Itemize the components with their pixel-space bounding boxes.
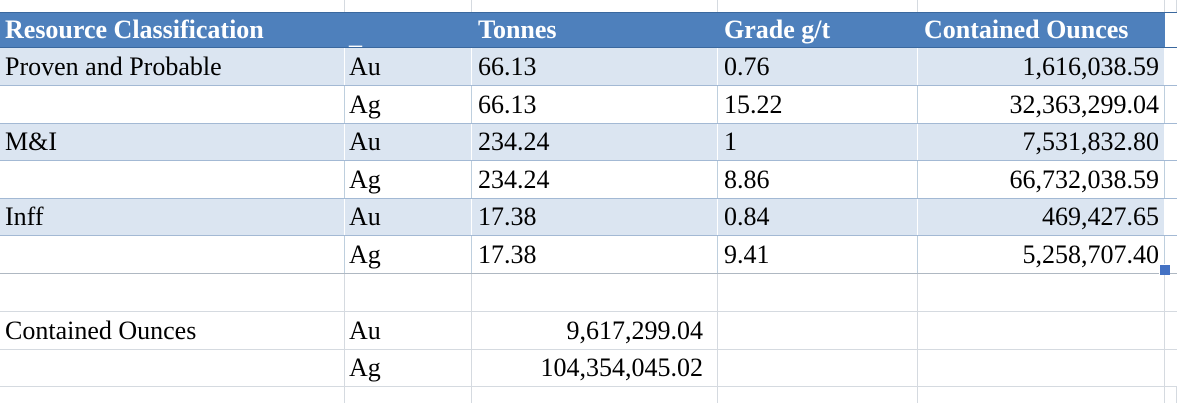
cell-tonnes[interactable]: 66.13 [472,86,718,123]
cell-metal[interactable]: Ag [345,161,472,198]
header-cell-grade[interactable]: Grade g/t [718,13,918,47]
summary-row: Ag 104,354,045.02 [0,350,1177,387]
summary-value-cell[interactable]: 104,354,045.02 [472,350,718,386]
cell-tonnes[interactable]: 17.38 [472,199,718,235]
sheet-gutter [1165,124,1177,160]
cell-ounces[interactable]: 5,258,707.40 [918,236,1165,273]
summary-label-cell[interactable]: Contained Ounces [0,312,345,349]
cell-classification[interactable] [0,86,345,123]
header-cell-contained-ounces[interactable]: Contained Ounces [918,13,1165,47]
empty-cell[interactable] [718,387,918,403]
cell-metal[interactable]: Ag [345,236,472,273]
cell-grade[interactable]: 0.76 [718,48,918,85]
empty-cell[interactable] [718,274,918,311]
cell-tonnes[interactable]: 234.24 [472,124,718,160]
cell-classification[interactable]: M&I [0,124,345,160]
cell-metal[interactable]: Au [345,124,472,160]
table-row: Inff Au 17.38 0.84 469,427.65 [0,199,1177,236]
empty-cell[interactable] [0,350,345,386]
cell-tonnes[interactable]: 234.24 [472,161,718,198]
empty-cell[interactable] [345,0,472,12]
cell-grade[interactable]: 1 [718,124,918,160]
header-cell-metal[interactable]: _ [345,13,472,47]
cell-ounces[interactable]: 66,732,038.59 [918,161,1165,198]
empty-cell[interactable] [472,0,718,12]
empty-cell[interactable] [0,274,345,311]
sheet-gutter [1165,0,1177,12]
cell-grade[interactable]: 0.84 [718,199,918,235]
empty-cell[interactable] [472,274,718,311]
sheet-gutter [1165,350,1177,386]
empty-cell[interactable] [718,0,918,12]
header-cell-resource-classification[interactable]: Resource Classification [0,13,345,47]
table-row: Ag 234.24 8.86 66,732,038.59 [0,161,1177,199]
sheet-gutter [1165,312,1177,349]
selection-fill-handle[interactable] [1160,265,1170,275]
sheet-gutter [1165,199,1177,235]
cell-classification[interactable]: Proven and Probable [0,48,345,85]
empty-cell[interactable] [918,387,1165,403]
empty-cell[interactable] [0,0,345,12]
empty-cell[interactable] [472,387,718,403]
sheet-gutter [1165,86,1177,123]
cell-metal[interactable]: Ag [345,86,472,123]
summary-value-cell[interactable]: 9,617,299.04 [472,312,718,349]
cell-classification[interactable] [0,161,345,198]
header-cell-tonnes[interactable]: Tonnes [472,13,718,47]
table-header-row: Resource Classification _ Tonnes Grade g… [0,12,1177,48]
cell-grade[interactable]: 15.22 [718,86,918,123]
empty-cell[interactable] [918,350,1165,386]
empty-cell[interactable] [345,387,472,403]
summary-metal-cell[interactable]: Ag [345,350,472,386]
table-row: Ag 66.13 15.22 32,363,299.04 [0,86,1177,124]
summary-metal-cell[interactable]: Au [345,312,472,349]
empty-cell[interactable] [345,274,472,311]
cell-metal[interactable]: Au [345,48,472,85]
top-row-strip [0,0,1177,12]
sheet-gutter [1165,13,1177,47]
empty-cell[interactable] [918,274,1165,311]
table-row: M&I Au 234.24 1 7,531,832.80 [0,124,1177,161]
cell-tonnes[interactable]: 66.13 [472,48,718,85]
empty-cell[interactable] [918,312,1165,349]
table-row: Proven and Probable Au 66.13 0.76 1,616,… [0,48,1177,86]
empty-cell[interactable] [0,387,345,403]
empty-row [0,274,1177,312]
sheet-gutter [1165,161,1177,198]
sheet-gutter [1165,48,1177,85]
sheet-gutter [1165,387,1177,403]
empty-cell[interactable] [918,0,1165,12]
cell-grade[interactable]: 8.86 [718,161,918,198]
empty-cell[interactable] [718,312,918,349]
bottom-row-strip [0,387,1177,403]
cell-classification[interactable] [0,236,345,273]
cell-ounces[interactable]: 469,427.65 [918,199,1165,235]
empty-cell[interactable] [718,350,918,386]
cell-classification[interactable]: Inff [0,199,345,235]
cell-metal[interactable]: Au [345,199,472,235]
table-row: Ag 17.38 9.41 5,258,707.40 [0,236,1177,274]
cell-tonnes[interactable]: 17.38 [472,236,718,273]
sheet-gutter [1165,236,1177,273]
summary-row: Contained Ounces Au 9,617,299.04 [0,312,1177,350]
cell-ounces[interactable]: 32,363,299.04 [918,86,1165,123]
cell-ounces[interactable]: 1,616,038.59 [918,48,1165,85]
sheet-gutter [1165,274,1177,311]
cell-ounces[interactable]: 7,531,832.80 [918,124,1165,160]
cell-grade[interactable]: 9.41 [718,236,918,273]
